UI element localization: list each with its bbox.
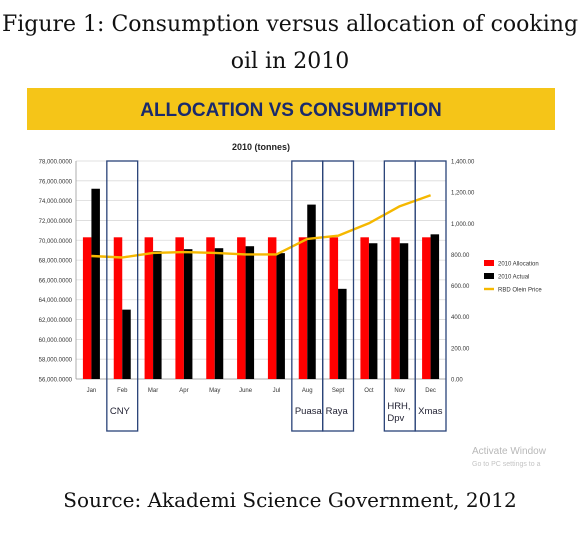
annotation-boxes: CNY Puasa Raya HRH,Dpv Xmas (106, 160, 447, 432)
annotation-label: Raya (326, 406, 349, 417)
y-left-tick-label: 68,000.0000 (39, 259, 73, 265)
bar-allocation (175, 237, 184, 379)
annotation-label: Dpv (387, 413, 404, 424)
x-tick-label: Mar (148, 388, 158, 394)
legend-label: RBD Olein Price (498, 288, 542, 294)
figure-source: Source: Akademi Science Government, 2012 (63, 488, 517, 512)
legend-label: 2010 Actual (498, 275, 529, 281)
legend-swatch (484, 260, 494, 266)
annotation-box (414, 160, 447, 432)
plot-area: 2010 (tonnes) 78,000.0000 76,000.0000 74,00… (39, 142, 475, 394)
bar-allocation (298, 237, 308, 379)
bar-actual (430, 234, 440, 379)
y-left-tick-label: 56,000.0000 (39, 378, 73, 384)
y-right-tick-label: 1,200.00 (451, 191, 475, 197)
bar-allocation (267, 237, 277, 379)
y-right-tick-label: 0.00 (451, 378, 463, 384)
allocation-consumption-chart: ALLOCATION VS CONSUMPTION 2010 (tonnes) 7… (27, 88, 555, 468)
y-left-tick-label: 70,000.0000 (39, 239, 73, 245)
annotation-label: CNY (110, 406, 131, 417)
bar-actual (91, 188, 100, 379)
legend-label: 2010 Allocation (498, 262, 539, 268)
y-right-tick-label: 1,000.00 (451, 222, 475, 228)
chart-title: 2010 (tonnes) (232, 142, 290, 152)
annotation-box (322, 160, 355, 432)
y-left-tick-label: 78,000.0000 (39, 160, 73, 166)
bar-actual (153, 251, 162, 379)
y-left-tick-label: 64,000.0000 (39, 298, 73, 304)
bar-actual (307, 204, 316, 379)
x-tick-label: Sept (332, 388, 345, 394)
annotation-label: Xmas (418, 406, 443, 417)
y-left-tick-label: 58,000.0000 (39, 358, 73, 364)
bar-actual (338, 288, 347, 379)
bar-actual (245, 246, 255, 379)
annotation-box (106, 160, 139, 432)
bar-allocation (206, 237, 215, 379)
x-tick-label: Feb (117, 388, 128, 394)
bar-allocation (144, 237, 154, 379)
bar-allocation (329, 237, 339, 379)
watermark-line2: Go to PC settings to a (472, 461, 541, 468)
y-left-tick-label: 62,000.0000 (39, 318, 73, 324)
bar-allocation (82, 237, 92, 379)
y-right-tick-label: 600.00 (451, 284, 470, 290)
x-tick-label: June (239, 388, 253, 394)
y-right-tick-label: 400.00 (451, 315, 470, 321)
y-right-tick-label: 200.00 (451, 346, 470, 352)
bar-actual (183, 249, 193, 379)
x-tick-label: Apr (179, 388, 188, 394)
y-left-tick-label: 60,000.0000 (39, 338, 73, 344)
banner-title: ALLOCATION VS CONSUMPTION (140, 100, 442, 121)
y-left-tick-label: 66,000.0000 (39, 278, 73, 284)
y-left-tick-label: 76,000.0000 (39, 179, 73, 185)
bar-allocation (391, 237, 400, 379)
y-right-tick-label: 800.00 (451, 253, 470, 259)
x-tick-label: Aug (302, 388, 313, 394)
x-tick-label: Nov (394, 388, 405, 394)
bar-actual (214, 248, 224, 379)
watermark-line1: Activate Window (472, 446, 547, 457)
y-right-tick-label: 1,400.00 (451, 160, 475, 166)
bar-allocation (360, 237, 369, 379)
bar-allocation (113, 237, 123, 379)
y-left-tick-label: 74,000.0000 (39, 199, 73, 205)
bar-allocation (237, 237, 246, 379)
x-tick-label: May (209, 388, 220, 394)
x-tick-label: Dec (425, 388, 436, 394)
annotation-label: Puasa (295, 406, 323, 417)
price-line (91, 194, 432, 259)
bar-allocation (422, 237, 431, 379)
bar-actual (122, 309, 131, 379)
legend: 2010 Allocation 2010 Actual RBD Olein Pric… (484, 260, 542, 294)
x-tick-label: Jul (273, 388, 281, 394)
bar-actual (399, 243, 409, 379)
x-tick-label: Jan (87, 388, 97, 394)
bar-actual (276, 253, 285, 379)
legend-swatch (484, 273, 494, 279)
title-banner (27, 88, 555, 130)
y-left-tick-label: 72,000.0000 (39, 219, 73, 225)
activate-windows-watermark: Activate Window Go to PC settings to a (472, 446, 547, 468)
bar-actual (368, 243, 378, 379)
figure-caption-line2: oil in 2010 (230, 49, 350, 74)
figure-caption-line1: Figure 1: Consumption versus allocation … (1, 12, 579, 37)
x-tick-label: Oct (364, 388, 374, 394)
annotation-label: HRH, (387, 401, 410, 412)
